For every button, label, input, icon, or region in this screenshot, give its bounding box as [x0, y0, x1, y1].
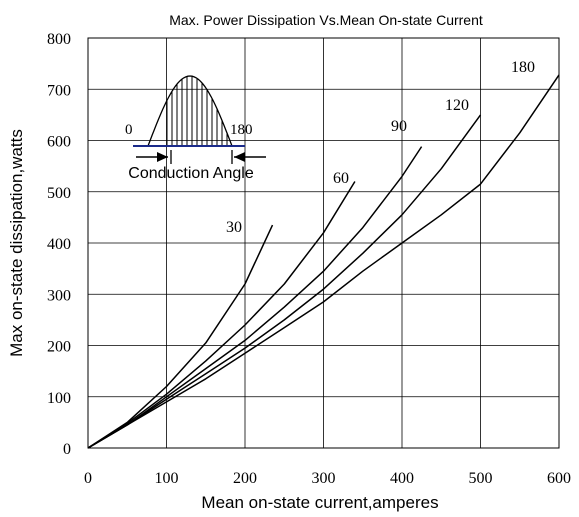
series-group: [87, 74, 560, 449]
x-tick-label: 300: [312, 470, 336, 487]
inset-right-arrowhead: [234, 152, 245, 162]
inset-half-sine-wave: [147, 75, 233, 147]
y-tick-label: 300: [47, 287, 71, 304]
inset-left-label: 0: [125, 122, 133, 138]
series-line-90: [87, 146, 423, 449]
inset-caption: Conduction Angle: [128, 165, 254, 182]
y-tick-label: 0: [63, 441, 71, 458]
plot-frame: [87, 37, 560, 449]
y-tick-label: 400: [47, 236, 71, 253]
series-line-180: [87, 74, 560, 449]
y-tick-label: 200: [47, 339, 71, 356]
x-tick-label: 600: [547, 470, 571, 487]
x-tick-label: 200: [233, 470, 257, 487]
inset-left-arrowhead: [157, 152, 168, 162]
curve-label-60: 60: [333, 170, 349, 187]
x-tick-label: 100: [155, 470, 179, 487]
curve-label-120: 120: [445, 97, 469, 114]
series-line-60: [87, 181, 356, 449]
inset-hatching: [166, 76, 228, 146]
y-tick-label: 800: [47, 31, 71, 48]
curve-label-30: 30: [226, 219, 242, 236]
grid: [88, 38, 559, 448]
x-tick-label: 0: [84, 470, 92, 487]
x-tick-label: 500: [469, 470, 493, 487]
y-tick-label: 100: [47, 390, 71, 407]
curve-label-90: 90: [391, 118, 407, 135]
curve-label-180: 180: [511, 59, 535, 76]
y-tick-label: 700: [47, 82, 71, 99]
x-axis-label: Mean on-state current,amperes: [201, 493, 438, 512]
series-line-120: [87, 114, 482, 449]
y-tick-label: 500: [47, 185, 71, 202]
x-tick-label: 400: [390, 470, 414, 487]
chart-title: Max. Power Dissipation Vs.Mean On-state …: [169, 12, 483, 28]
conduction-angle-inset: 0 180 Conduction Angle: [125, 75, 266, 182]
x-axis-ticks: 0 100 200 300 400 500 600: [84, 470, 571, 487]
y-axis-ticks: 0 100 200 300 400 500 600 700 800: [47, 31, 71, 458]
y-tick-label: 600: [47, 134, 71, 151]
y-axis-label: Max on-state dissipation,watts: [7, 129, 26, 357]
inset-right-label: 180: [230, 122, 253, 138]
